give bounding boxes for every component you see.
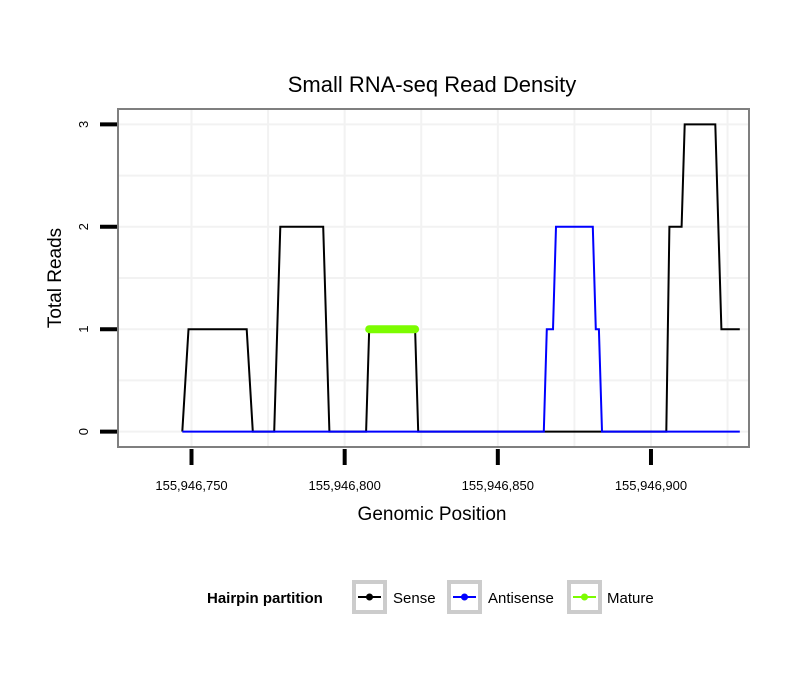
x-axis: 155,946,750 155,946,800 155,946,850 155,946… [155, 449, 687, 493]
legend-label-antisense: Antisense [488, 590, 554, 607]
x-tick-label: 155,946,800 [309, 478, 381, 493]
y-tick-label: 3 [76, 121, 91, 128]
y-axis: 0 1 2 3 [76, 121, 117, 435]
x-axis-title: Genomic Position [358, 504, 507, 525]
x-tick-label: 155,946,750 [155, 478, 227, 493]
chart-title: Small RNA-seq Read Density [288, 72, 577, 97]
legend-label-sense: Sense [393, 590, 436, 607]
legend: Hairpin partition Sense Antisense Mature [207, 580, 654, 614]
legend-key-dot-sense [366, 593, 373, 601]
y-axis-title: Total Reads [45, 228, 66, 328]
y-tick-label: 0 [76, 428, 91, 435]
legend-title: Hairpin partition [207, 590, 323, 607]
y-tick-label: 1 [76, 326, 91, 333]
legend-label-mature: Mature [607, 590, 654, 607]
legend-key-dot-mature [581, 593, 588, 601]
x-tick-label: 155,946,850 [462, 478, 534, 493]
legend-key-dot-antisense [461, 593, 468, 601]
x-tick-label: 155,946,900 [615, 478, 687, 493]
y-tick-label: 2 [76, 223, 91, 230]
series-layer [181, 123, 740, 433]
series-line-antisense [182, 225, 740, 433]
